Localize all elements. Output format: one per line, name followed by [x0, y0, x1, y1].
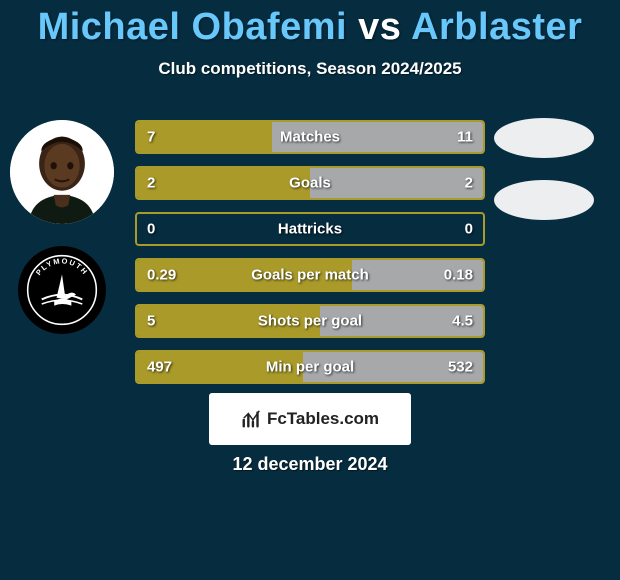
stat-value-p2: 0 — [465, 221, 473, 238]
stat-bar-fill-p1 — [137, 352, 303, 382]
stat-bar-fill-p2 — [303, 352, 483, 382]
brand-box: FcTables.com — [209, 393, 411, 445]
title-vs: vs — [358, 6, 401, 48]
stat-row: 54.5Shots per goal — [135, 304, 485, 338]
stat-bar-fill-p1 — [137, 306, 320, 336]
stat-bar-fill-p2 — [320, 306, 483, 336]
comparison-title: Michael Obafemi vs Arblaster — [0, 0, 620, 49]
stat-bar-fill-p1 — [137, 168, 310, 198]
stat-bars-container: 711Matches 22Goals 0 0Hattricks 0.290.18Goal… — [135, 120, 485, 384]
player2-club-placeholder — [494, 180, 594, 220]
date-label: 12 december 2024 — [0, 454, 620, 475]
left-column: PLYMOUTH — [8, 120, 116, 334]
player1-club-badge: PLYMOUTH — [18, 246, 106, 334]
stat-bar-fill-p1 — [137, 260, 352, 290]
player1-avatar — [10, 120, 114, 224]
stat-row: 0.290.18Goals per match — [135, 258, 485, 292]
stat-label: Hattricks — [137, 221, 483, 238]
stat-value-p1: 0 — [147, 221, 155, 238]
stat-bar-fill-p1 — [137, 122, 272, 152]
stat-row: 497532Min per goal — [135, 350, 485, 384]
stat-row: 711Matches — [135, 120, 485, 154]
title-player2: Arblaster — [411, 6, 582, 48]
stat-bar-fill-p2 — [352, 260, 483, 290]
stat-bar-fill-p2 — [272, 122, 483, 152]
subtitle: Club competitions, Season 2024/2025 — [0, 59, 620, 79]
stat-row: 0 0Hattricks — [135, 212, 485, 246]
stat-bar-fill-p2 — [310, 168, 483, 198]
brand-icon — [241, 408, 263, 430]
stat-row: 22Goals — [135, 166, 485, 200]
player2-avatar-placeholder — [494, 118, 594, 158]
title-player1: Michael Obafemi — [38, 6, 347, 48]
right-column — [486, 118, 602, 220]
brand-label: FcTables.com — [267, 409, 379, 429]
